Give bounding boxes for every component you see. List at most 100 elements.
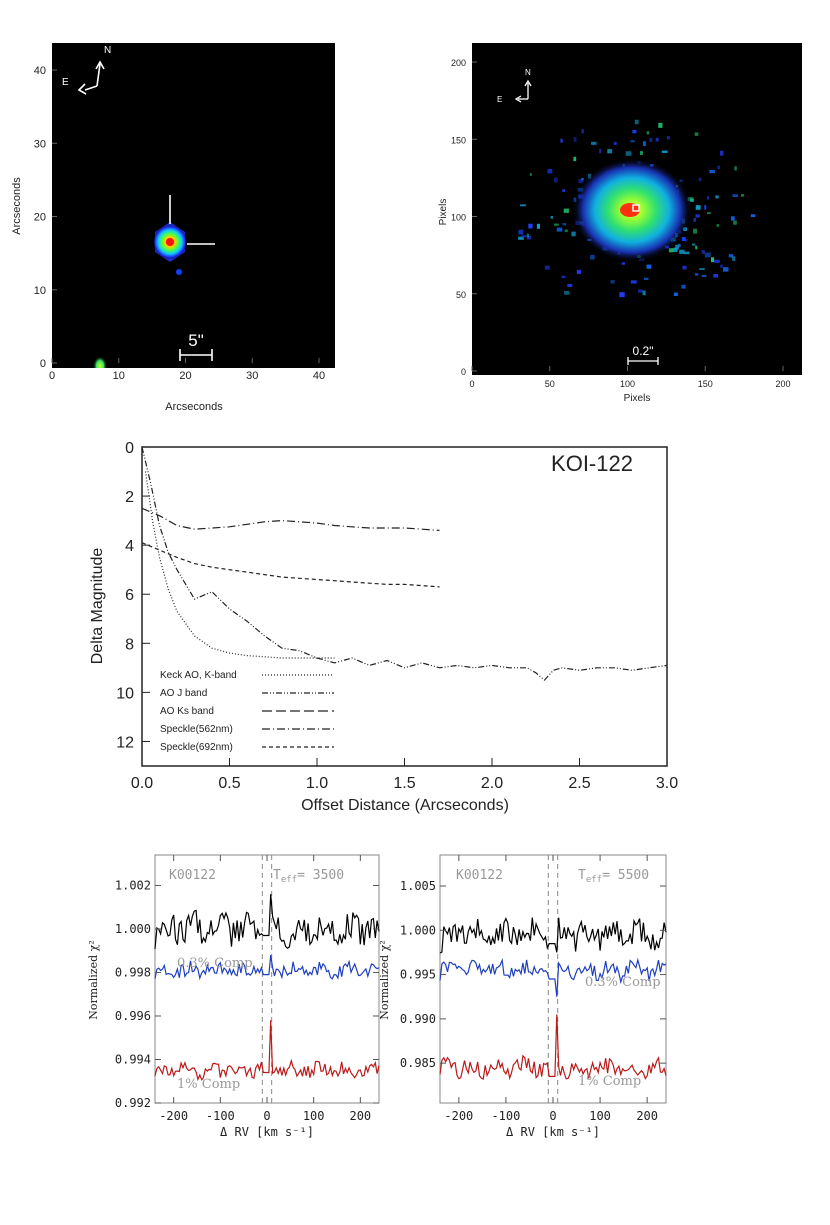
speckle-dot: [638, 289, 643, 293]
speckle-dot: [707, 212, 711, 215]
chi2-x-axis-label: Δ RV [km s⁻¹]: [506, 1125, 600, 1139]
legend-label: Keck AO, K-band: [160, 670, 237, 681]
y-tick-label: 0: [461, 367, 466, 377]
speckle-dot: [613, 141, 617, 145]
chi2-plot-frame: [154, 854, 380, 1104]
speckle-dot: [714, 259, 720, 263]
y-tick-label: 1.005: [400, 879, 436, 893]
speckle-dot: [544, 265, 550, 270]
contrast-curve-chart: 0.0 0.5 1.0 1.5 2.0 2.5 3.0 0 2 4 6 8 10 12 Keck AO, …: [89, 440, 678, 814]
series-no-companion: [439, 917, 667, 954]
y-tick-label: 30: [34, 138, 46, 150]
speckle-dot: [668, 248, 674, 253]
y-tick-label: 0.995: [400, 968, 436, 982]
legend-label: Speckle(692nm): [160, 742, 233, 753]
speckle-dot: [646, 264, 652, 269]
chi2-annotation-03: 0.3% Comp: [585, 975, 661, 990]
chi2-teff-label: Teff= 3500: [273, 868, 344, 885]
chi2-object-tag: K00122: [456, 868, 503, 883]
chi2-panel-teff-5500: -200 -100 0 100 200 0.985 0.990 0.995 1.000 1.005…: [380, 854, 667, 1139]
chi2-y-axis-label: Normalized χ²: [380, 940, 391, 1019]
speckle-dot: [567, 284, 573, 287]
keck-ao-image-panel: N E 5" 0 10 20 30 40 0 10 20 30 40 Arcseconds Arc…: [11, 43, 335, 413]
y-tick-label: 0.992: [115, 1096, 151, 1110]
y-tick-label: 0: [40, 358, 46, 370]
keck-x-axis-label: Arcseconds: [165, 401, 223, 413]
speckle-dot: [642, 290, 646, 296]
scale-bar: [627, 357, 659, 365]
speckle-dot: [536, 223, 540, 229]
keck-image-area: [52, 43, 335, 368]
y-tick-label: 12: [116, 734, 134, 751]
compass: [77, 60, 105, 95]
y-tick-label: 100: [451, 213, 466, 223]
y-tick-label: 0.996: [115, 1009, 151, 1023]
legend-label: Speckle(562nm): [160, 724, 233, 735]
speckle-dot: [571, 231, 576, 237]
x-tick-label: 2.5: [568, 775, 590, 792]
speckle-dot: [591, 141, 597, 145]
speckle-dot: [732, 256, 736, 261]
y-tick-label: 0.994: [115, 1052, 151, 1066]
legend-label: AO J band: [160, 688, 207, 699]
speckle-dot: [518, 236, 524, 240]
y-tick-label: 10: [34, 285, 46, 297]
speckle-dot: [655, 137, 659, 142]
speckle-dot: [563, 208, 569, 213]
y-tick-label: 40: [34, 65, 46, 77]
speckle-dot: [590, 254, 595, 260]
speckle-dot: [685, 239, 688, 242]
edge-source-blob: [93, 356, 107, 368]
speckle-dot: [610, 280, 615, 284]
speckle-dot: [701, 250, 705, 254]
speckle-dot: [695, 205, 701, 210]
scale-bar-label: 5": [188, 331, 204, 350]
y-tick-label: 0.985: [400, 1056, 436, 1070]
speckle-dot: [630, 280, 637, 284]
scale-bar-label: 0.2": [633, 344, 654, 358]
scale-bar: [179, 349, 213, 361]
speckle-dot: [666, 136, 670, 140]
speckle-dot: [681, 237, 686, 242]
x-tick-label: 100: [620, 379, 635, 389]
speckle-dot: [640, 151, 643, 155]
speckle-dot: [682, 265, 687, 270]
chi2-teff-label: Teff= 5500: [578, 868, 649, 885]
x-tick-label: 3.0: [656, 775, 678, 792]
speckle-dot: [634, 119, 639, 125]
speckle-target-marker: [632, 204, 640, 212]
y-tick-label: 4: [125, 538, 134, 555]
speckle-dot: [625, 151, 632, 156]
speckle-dot: [621, 262, 625, 265]
faint-secondary-source: [176, 269, 182, 275]
chi2-annotation-03: 0.3% Comp: [177, 956, 253, 971]
y-tick-label: 20: [34, 212, 46, 224]
speckle-dot: [695, 245, 698, 250]
speckle-dot: [695, 273, 699, 276]
speckle-dot: [521, 235, 526, 238]
speckle-dot: [578, 179, 584, 184]
speckle-y-axis-label: Pixels: [438, 199, 449, 226]
speckle-dot: [741, 194, 744, 197]
speckle-dot: [716, 224, 720, 227]
speckle-dot: [715, 195, 719, 199]
speckle-dot: [619, 292, 625, 298]
speckle-dot: [704, 205, 707, 210]
speckle-dot: [711, 257, 715, 263]
speckle-dot: [732, 194, 739, 197]
x-tick-label: 30: [246, 370, 258, 382]
primary-star-core: [166, 238, 174, 246]
x-tick-label: 100: [589, 1109, 611, 1123]
speckle-dot: [562, 189, 566, 192]
speckle-dot: [554, 177, 558, 183]
y-tick-label: 50: [456, 290, 466, 300]
speckle-dot: [630, 140, 635, 143]
speckle-image-panel: N E 0.2" 0 50 100 150 200 0 50 100 150 200 Pixels…: [438, 43, 802, 404]
x-tick-label: 0: [549, 1109, 556, 1123]
series-0-3-comp: [439, 957, 667, 997]
speckle-dot: [564, 290, 570, 295]
x-tick-label: 200: [349, 1109, 371, 1123]
compass: [514, 79, 532, 103]
speckle-dot: [734, 166, 737, 171]
contrast-plot-frame: [141, 446, 668, 767]
